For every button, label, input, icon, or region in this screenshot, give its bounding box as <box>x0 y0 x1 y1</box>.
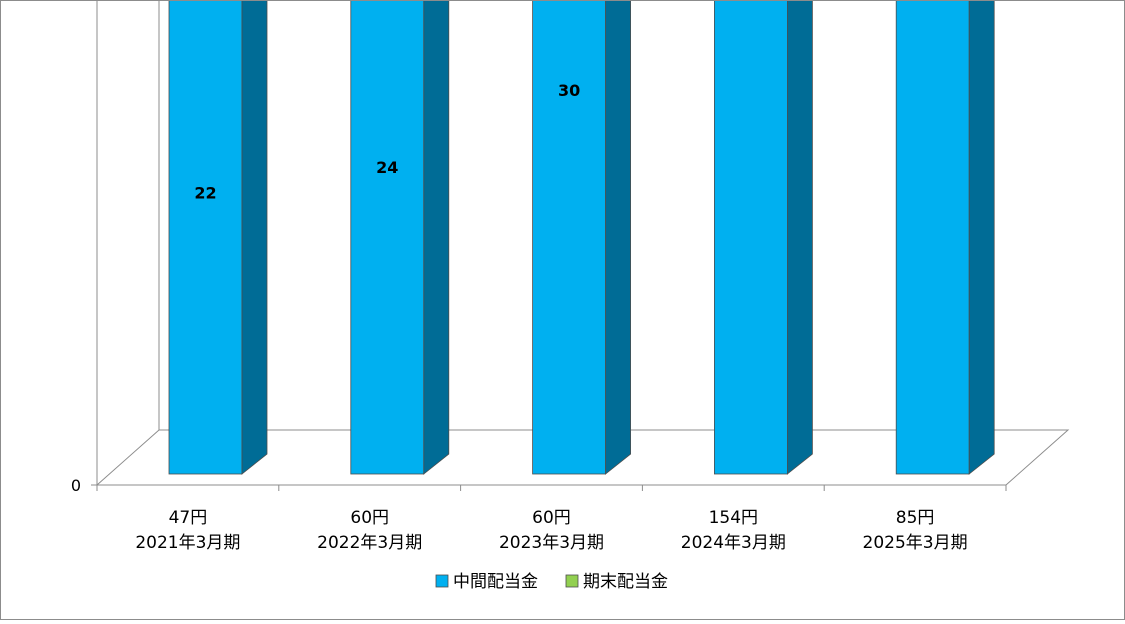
bar-front <box>895 0 970 475</box>
x-category-label: 2023年3月期 <box>499 533 604 553</box>
legend-label: 中間配当金 <box>453 572 538 592</box>
floor <box>95 429 1070 486</box>
x-category-label: 2024年3月期 <box>681 533 786 553</box>
x-category-label: 47円 <box>169 508 208 528</box>
data-label: 24 <box>376 158 398 177</box>
data-label: 30 <box>558 81 580 100</box>
chart-walls <box>95 0 1070 486</box>
x-category-label: 2021年3月期 <box>135 533 240 553</box>
bar-front <box>714 0 788 475</box>
bar-front <box>350 0 425 475</box>
x-category-label: 60円 <box>532 508 571 528</box>
data-label: 22 <box>194 183 216 202</box>
bar-side <box>787 0 813 475</box>
bar-side <box>241 0 268 475</box>
legend-swatch <box>435 574 449 588</box>
y-axis-ticks: 020406080100120140160 <box>71 476 97 495</box>
x-category-label: 85円 <box>896 508 935 528</box>
bar-front <box>532 0 606 475</box>
legend-swatch <box>565 574 579 588</box>
x-category-label: 2025年3月期 <box>863 533 968 553</box>
y-tick-label: 0 <box>71 476 81 495</box>
bar-side <box>423 0 450 475</box>
bar-side <box>968 0 995 475</box>
x-category-label: 60円 <box>350 508 389 528</box>
bar-front <box>168 0 243 475</box>
bars: 222524363030609485 <box>168 0 995 475</box>
x-category-label: 154円 <box>709 508 758 528</box>
x-axis-categories: 47円 2021年3月期 60円 2022年3月期 60円 2023年3月期 154円 202… <box>96 485 1007 553</box>
legend: 中間配当金 期末配当金 <box>435 572 668 592</box>
bar-side <box>605 0 631 475</box>
x-category-label: 2022年3月期 <box>317 533 422 553</box>
legend-label: 期末配当金 <box>583 572 668 592</box>
